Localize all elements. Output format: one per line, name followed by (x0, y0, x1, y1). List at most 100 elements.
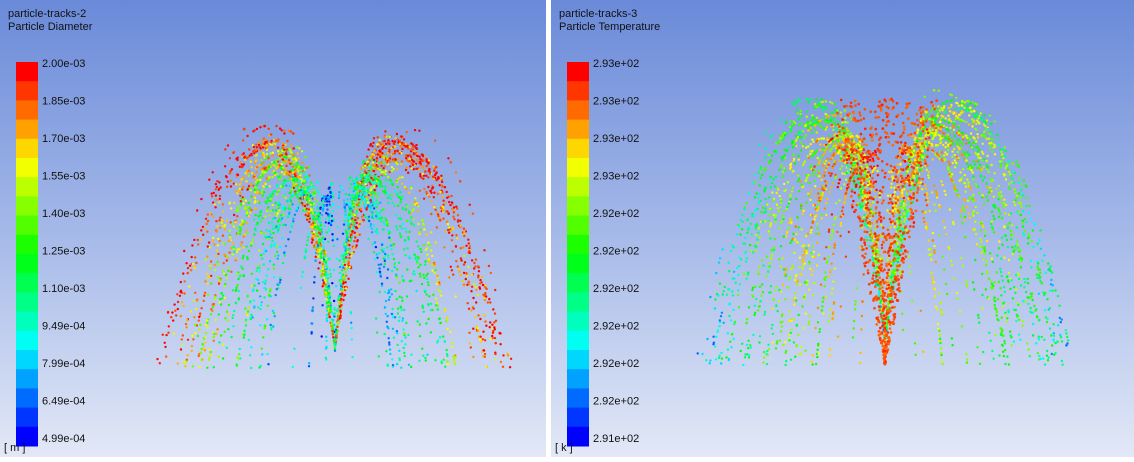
particle (437, 339, 439, 341)
particle (976, 111, 978, 113)
colorbar-band (16, 369, 38, 389)
particle (412, 146, 414, 148)
particle (394, 262, 396, 264)
particle (1046, 298, 1048, 300)
particle (242, 247, 244, 249)
particle (430, 213, 432, 215)
particle (832, 129, 834, 131)
particle (475, 286, 477, 288)
particle (399, 176, 401, 178)
particle (209, 267, 211, 269)
particle (238, 248, 240, 250)
particle (983, 158, 985, 160)
particle (243, 334, 245, 336)
particle (990, 190, 992, 192)
particle (350, 183, 352, 185)
particle (359, 183, 361, 185)
particle (446, 221, 448, 223)
particle (482, 284, 484, 286)
particle (367, 204, 369, 206)
particle (258, 218, 260, 220)
particle (925, 222, 927, 224)
particle (872, 201, 874, 203)
particle (254, 228, 256, 230)
particle (328, 288, 330, 290)
particle (480, 341, 482, 343)
particle (292, 154, 294, 156)
particle (739, 233, 741, 235)
particle (992, 228, 994, 230)
particle (386, 136, 388, 138)
particle (762, 207, 764, 209)
particle (460, 257, 462, 259)
particle (418, 232, 420, 234)
particle (250, 367, 252, 369)
particle (255, 144, 257, 146)
particle (838, 199, 840, 201)
particle (306, 219, 308, 221)
particle (388, 149, 390, 151)
particle (423, 225, 425, 227)
particle (793, 303, 795, 305)
particle (381, 244, 383, 246)
particle (277, 150, 279, 152)
particle (892, 215, 894, 217)
particle (427, 318, 429, 320)
particle (316, 250, 318, 252)
particle (363, 174, 365, 176)
particle (357, 217, 359, 219)
particle (213, 336, 215, 338)
particle (754, 286, 756, 288)
particle (985, 260, 987, 262)
particle (320, 257, 322, 259)
particle (258, 175, 260, 177)
particle (479, 279, 481, 281)
colorbar-label: 6.49e-04 (42, 395, 85, 407)
particle (997, 208, 999, 210)
particle (275, 294, 277, 296)
particle (834, 267, 836, 269)
particle (479, 282, 481, 284)
particle (326, 208, 328, 210)
particle (399, 191, 401, 193)
particle (348, 218, 350, 220)
particle (384, 185, 386, 187)
particle (405, 169, 407, 171)
particle (235, 183, 237, 185)
particle (219, 227, 221, 229)
particle (253, 285, 255, 287)
colorbar-label: 4.99e-04 (42, 433, 85, 445)
particle (258, 366, 260, 368)
particle (444, 186, 446, 188)
particle (368, 159, 370, 161)
particle (477, 314, 479, 316)
particle (383, 224, 385, 226)
particle (452, 273, 454, 275)
particle (435, 283, 437, 285)
particle (817, 321, 819, 323)
particle (460, 247, 462, 249)
particle (386, 224, 388, 226)
particle (322, 285, 324, 287)
particle (952, 143, 954, 145)
particle (1012, 253, 1014, 255)
particle (1024, 281, 1026, 283)
particle (213, 333, 215, 335)
particle (337, 206, 339, 208)
particle (187, 267, 189, 269)
particle (408, 231, 410, 233)
particle (212, 240, 214, 242)
particle (212, 215, 214, 217)
particle (354, 214, 356, 216)
particle (324, 200, 326, 202)
particle (431, 264, 433, 266)
particle (442, 200, 444, 202)
particle (827, 122, 829, 124)
particle (245, 324, 247, 326)
particle (839, 235, 841, 237)
particle (251, 285, 253, 287)
particle (484, 339, 486, 341)
particle (273, 161, 275, 163)
particle (477, 276, 479, 278)
particle (446, 360, 448, 362)
